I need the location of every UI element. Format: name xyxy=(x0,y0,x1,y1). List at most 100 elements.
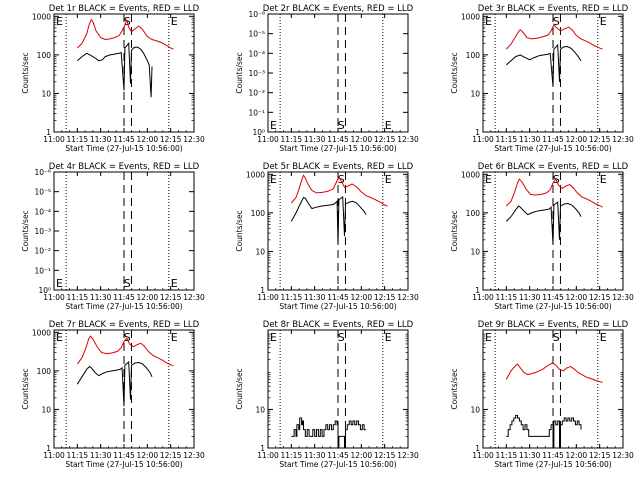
x-tick-label: 12:15 xyxy=(589,135,611,144)
x-tick-label: 12:30 xyxy=(397,135,419,144)
y-tick-label: 10 xyxy=(470,89,480,98)
x-tick-label: 11:30 xyxy=(519,451,541,460)
y-axis-label: Counts/sec xyxy=(235,210,244,251)
x-tick-label: 11:00 xyxy=(43,293,65,302)
y-tick-label: 1 xyxy=(46,128,51,137)
y-tick-label: 10⁻⁶ xyxy=(34,168,51,177)
x-axis-label: Start Time (27-Jul-15 10:56:00) xyxy=(65,302,182,311)
x-tick-label: 11:00 xyxy=(257,451,279,460)
y-tick-label: 100 xyxy=(466,209,481,218)
marker-e-end: E xyxy=(600,15,607,28)
x-axis-label: Start Time (27-Jul-15 10:56:00) xyxy=(65,144,182,153)
y-tick-label: 1 xyxy=(475,444,480,453)
y-tick-label: 100 xyxy=(37,51,52,60)
events-series-line xyxy=(505,201,582,245)
chart-panel-6: Det 6r BLACK = Events, RED = LLD 11:00 11:… xyxy=(450,162,634,311)
x-tick-label: 12:30 xyxy=(612,293,634,302)
x-tick-label: 12:30 xyxy=(397,451,419,460)
marker-e-start: E xyxy=(270,331,277,344)
x-tick-label: 11:30 xyxy=(304,135,326,144)
x-tick-label: 12:15 xyxy=(589,293,611,302)
y-tick-label: 10 xyxy=(41,89,51,98)
x-tick-label: 12:00 xyxy=(566,451,588,460)
x-tick-label: 11:00 xyxy=(472,451,494,460)
x-tick-label: 12:00 xyxy=(351,135,373,144)
x-tick-label: 12:00 xyxy=(137,135,159,144)
x-tick-label: 11:00 xyxy=(472,135,494,144)
x-tick-label: 11:30 xyxy=(90,451,112,460)
y-tick-label: 1 xyxy=(260,286,265,295)
marker-e-end: E xyxy=(600,173,607,186)
marker-s: S xyxy=(338,119,345,132)
chart-title: Det 2r BLACK = Events, RED = LLD xyxy=(263,4,414,14)
y-tick-label: 1000 xyxy=(32,12,51,21)
y-tick-label: 1 xyxy=(46,444,51,453)
marker-s: S xyxy=(338,331,345,344)
y-tick-label: 10 xyxy=(255,247,265,256)
marker-e-end: E xyxy=(171,15,178,28)
marker-e-end: E xyxy=(171,277,178,290)
events-series-line xyxy=(505,43,582,87)
x-tick-label: 11:15 xyxy=(67,135,89,144)
x-axis-label: Start Time (27-Jul-15 10:56:00) xyxy=(279,460,396,469)
y-tick-label: 10⁻⁴ xyxy=(248,49,265,58)
x-tick-label: 11:15 xyxy=(496,135,518,144)
x-tick-label: 11:00 xyxy=(257,293,279,302)
x-tick-label: 12:30 xyxy=(612,451,634,460)
y-axis-label: Counts/sec xyxy=(21,52,30,93)
x-tick-label: 12:00 xyxy=(351,451,373,460)
x-tick-label: 12:00 xyxy=(566,135,588,144)
x-tick-label: 11:30 xyxy=(519,293,541,302)
y-axis-label: Counts/sec xyxy=(235,368,244,409)
marker-e-start: E xyxy=(270,119,277,132)
x-tick-label: 12:15 xyxy=(374,135,396,144)
marker-e-start: E xyxy=(270,173,277,186)
y-tick-label: 100 xyxy=(37,367,52,376)
x-tick-label: 12:15 xyxy=(160,451,182,460)
lld-series-line xyxy=(505,178,603,208)
y-tick-label: 1000 xyxy=(461,12,480,21)
chart-title: Det 5r BLACK = Events, RED = LLD xyxy=(263,162,414,172)
x-tick-label: 11:15 xyxy=(496,451,518,460)
x-axis-label: Start Time (27-Jul-15 10:56:00) xyxy=(279,302,396,311)
x-tick-label: 11:00 xyxy=(43,135,65,144)
marker-e-start: E xyxy=(56,331,63,344)
x-tick-label: 11:15 xyxy=(281,293,303,302)
x-tick-label: 11:30 xyxy=(304,451,326,460)
chart-title: Det 6r BLACK = Events, RED = LLD xyxy=(478,162,629,172)
y-tick-label: 1000 xyxy=(246,170,265,179)
y-tick-label: 1 xyxy=(260,444,265,453)
y-tick-label: 10 xyxy=(41,405,51,414)
y-tick-label: 1 xyxy=(475,128,480,137)
marker-e-end: E xyxy=(171,331,178,344)
x-tick-label: 12:30 xyxy=(183,293,205,302)
marker-e-end: E xyxy=(600,331,607,344)
y-axis-label: Counts/sec xyxy=(450,52,459,93)
x-tick-label: 11:15 xyxy=(281,451,303,460)
x-axis-label: Start Time (27-Jul-15 10:56:00) xyxy=(494,144,611,153)
marker-e-start: E xyxy=(485,15,492,28)
y-tick-label: 100 xyxy=(466,51,481,60)
x-tick-label: 11:00 xyxy=(472,293,494,302)
lld-series-line xyxy=(76,18,174,50)
x-tick-label: 11:15 xyxy=(281,135,303,144)
marker-s: S xyxy=(553,15,560,28)
y-tick-label: 1 xyxy=(475,286,480,295)
marker-s: S xyxy=(338,173,345,186)
y-tick-label: 10⁻¹ xyxy=(248,108,265,117)
x-axis-label: Start Time (27-Jul-15 10:56:00) xyxy=(65,460,182,469)
x-tick-label: 11:00 xyxy=(257,135,279,144)
x-tick-label: 12:00 xyxy=(566,293,588,302)
x-axis-label: Start Time (27-Jul-15 10:56:00) xyxy=(494,302,611,311)
marker-e-start: E xyxy=(56,15,63,28)
x-tick-label: 11:45 xyxy=(327,135,349,144)
marker-e-start: E xyxy=(56,277,63,290)
y-axis-label: Counts/sec xyxy=(21,210,30,251)
events-series-line xyxy=(76,360,153,407)
